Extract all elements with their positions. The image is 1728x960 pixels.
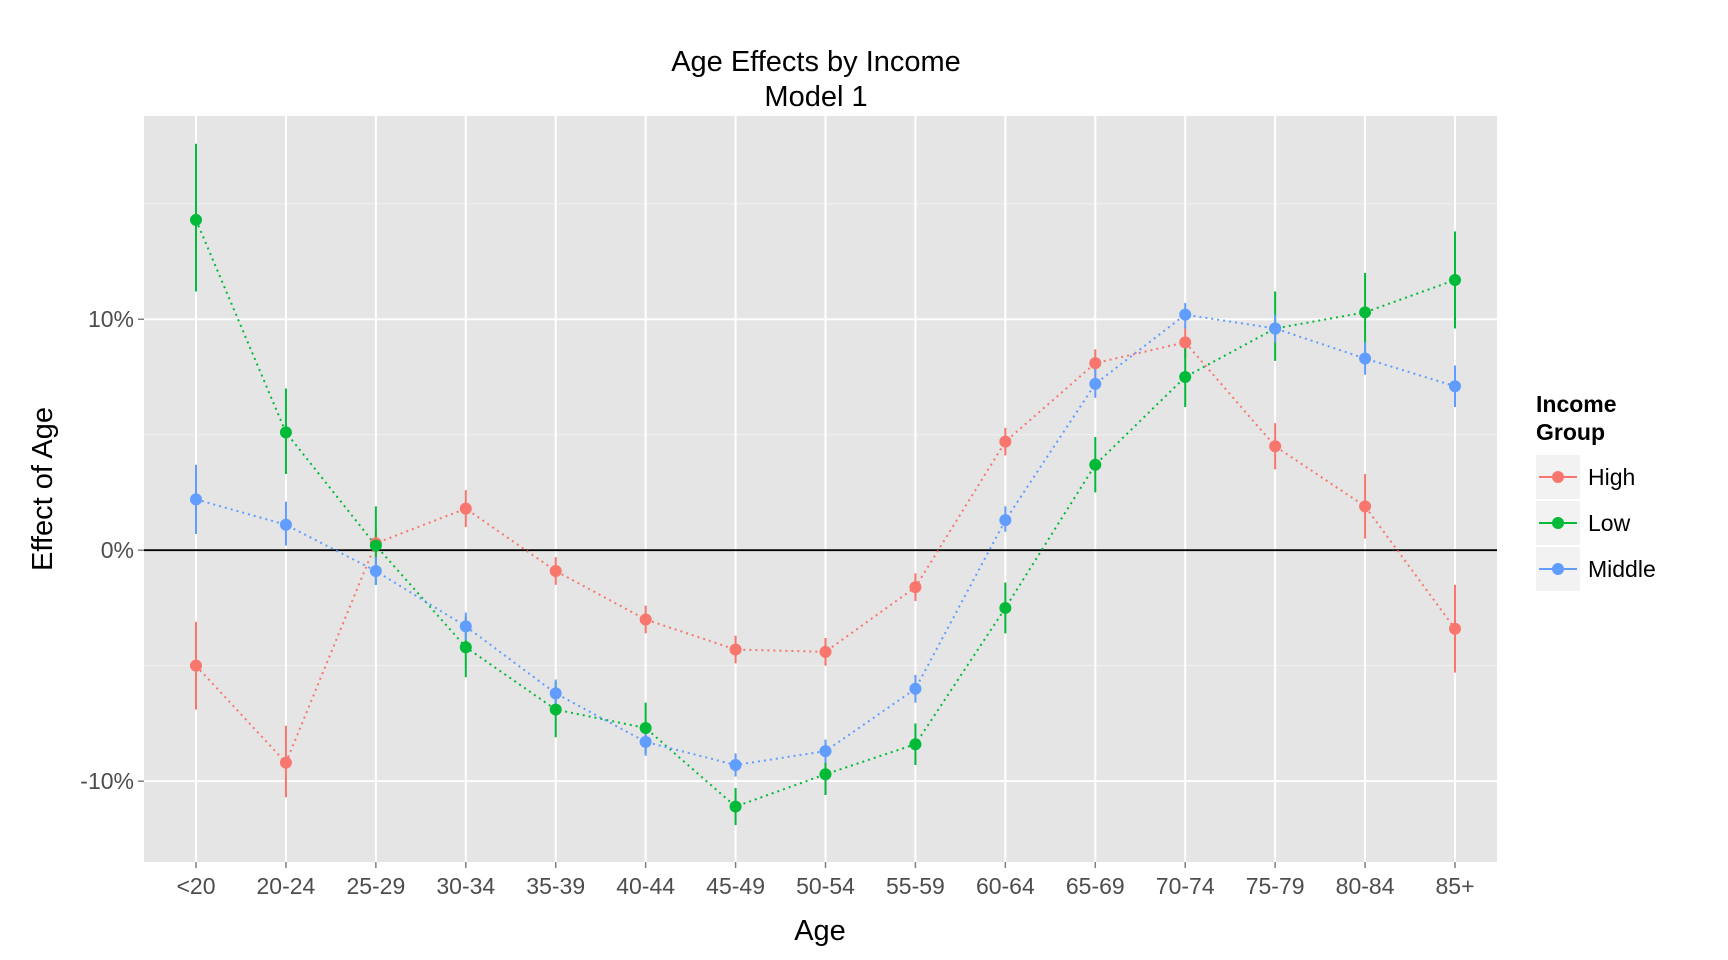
data-point-low: [190, 213, 202, 226]
data-point-low: [1089, 458, 1102, 471]
data-point-middle: [819, 745, 832, 758]
series-line-high: [195, 341, 1456, 765]
data-point-high: [819, 645, 832, 658]
data-point-middle: [190, 493, 202, 506]
data-point-high: [999, 435, 1012, 448]
legend-items: High Low Middle: [1536, 455, 1656, 591]
y-tick-label: 10%: [88, 306, 134, 332]
x-axis-ticks: <20 20-24 25-29 30-34 35-39 40-44 45-49 50-54 55…: [176, 862, 1475, 899]
legend-key-point: [1552, 471, 1564, 483]
data-point-low: [1449, 273, 1461, 286]
chart-subtitle: Model 1: [764, 81, 867, 113]
data-point-low: [819, 768, 832, 781]
data-point-low: [639, 722, 652, 735]
data-point-low: [999, 601, 1012, 614]
data-point-middle: [1359, 352, 1372, 365]
x-tick-label: 70-74: [1156, 873, 1215, 899]
data-point-low: [1359, 306, 1372, 319]
x-tick-label: 50-54: [796, 873, 855, 899]
y-tick-label: -10%: [80, 768, 134, 794]
data-point-low: [909, 738, 922, 751]
x-tick-label: 60-64: [976, 873, 1035, 899]
data-point-middle: [459, 620, 472, 633]
data-point-middle: [909, 682, 922, 695]
x-tick-label: 65-69: [1066, 873, 1125, 899]
x-tick-label: 30-34: [436, 873, 495, 899]
legend-title-line1: Income: [1536, 391, 1617, 417]
data-point-middle: [1449, 380, 1461, 393]
data-point-high: [1269, 440, 1282, 453]
legend-title-line2: Group: [1536, 419, 1605, 445]
x-tick-label: 85+: [1435, 873, 1474, 899]
data-point-high: [1089, 357, 1102, 370]
major-gridlines: [144, 116, 1497, 862]
x-tick-label: <20: [176, 873, 215, 899]
x-tick-label: 55-59: [886, 873, 945, 899]
y-tick-label: 0%: [101, 537, 134, 563]
data-point-low: [1179, 370, 1192, 383]
data-point-high: [639, 613, 652, 626]
x-tick-label: 40-44: [616, 873, 675, 899]
legend-key-point: [1552, 517, 1564, 529]
series-line-low: [195, 219, 1456, 808]
legend-label-low: Low: [1588, 510, 1631, 536]
x-tick-label: 80-84: [1336, 873, 1395, 899]
minor-gridlines: [144, 203, 1497, 667]
data-point-middle: [1179, 308, 1192, 321]
series-line-middle: [195, 313, 1456, 767]
y-axis-title: Effect of Age: [27, 407, 59, 571]
data-point-high: [190, 659, 202, 672]
data-point-low: [549, 703, 562, 716]
x-tick-label: 45-49: [706, 873, 765, 899]
data-point-middle: [1269, 322, 1282, 335]
data-point-low: [459, 641, 472, 654]
plot-panel: [144, 116, 1497, 862]
data-point-high: [1449, 622, 1461, 635]
data-point-high: [1179, 336, 1192, 349]
chart-title: Age Effects by Income: [671, 46, 961, 78]
data-point-low: [729, 800, 742, 813]
data-point-middle: [369, 564, 382, 577]
x-tick-label: 35-39: [526, 873, 585, 899]
data-point-high: [459, 502, 472, 515]
legend-key-point: [1552, 563, 1564, 575]
data-point-middle: [1089, 377, 1102, 390]
legend-label-high: High: [1588, 464, 1635, 490]
data-point-high: [1359, 500, 1372, 513]
legend-label-middle: Middle: [1588, 556, 1656, 582]
data-point-middle: [279, 518, 292, 531]
data-point-low: [279, 426, 292, 439]
data-point-high: [279, 756, 292, 769]
data-point-middle: [549, 687, 562, 700]
x-tick-label: 75-79: [1246, 873, 1305, 899]
series-lines: [195, 219, 1456, 808]
data-point-high: [729, 643, 742, 656]
x-tick-label: 20-24: [257, 873, 316, 899]
data-point-high: [549, 564, 562, 577]
data-point-middle: [639, 735, 652, 748]
data-point-high: [909, 581, 922, 594]
x-tick-label: 25-29: [346, 873, 405, 899]
y-axis-ticks: -10% 0% 10%: [80, 306, 144, 794]
data-point-middle: [999, 514, 1012, 527]
data-points: [190, 213, 1461, 813]
legend: Income Group High Low Middle: [1536, 391, 1656, 591]
data-point-middle: [729, 758, 742, 771]
data-point-low: [369, 539, 382, 552]
x-axis-title: Age: [794, 915, 846, 947]
